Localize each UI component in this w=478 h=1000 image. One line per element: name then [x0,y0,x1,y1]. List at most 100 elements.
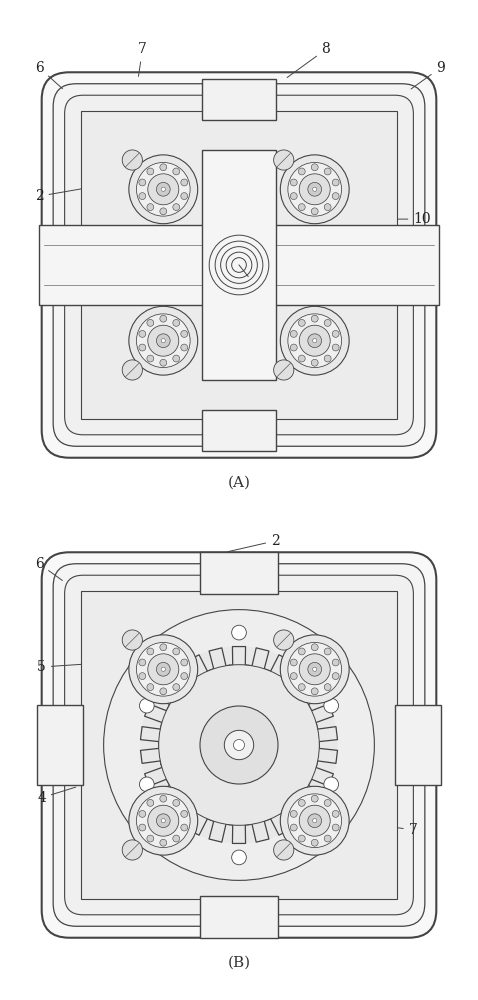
Circle shape [139,179,146,186]
Circle shape [290,810,297,817]
Circle shape [147,799,154,806]
Circle shape [324,168,331,175]
Circle shape [299,805,330,836]
Circle shape [290,824,297,831]
Circle shape [324,648,331,655]
Circle shape [311,644,318,651]
Circle shape [129,155,198,224]
Circle shape [332,659,339,666]
Circle shape [308,814,322,828]
Circle shape [273,630,294,650]
FancyBboxPatch shape [65,95,413,435]
Circle shape [232,850,246,865]
Circle shape [147,204,154,211]
Circle shape [139,659,146,666]
Circle shape [160,359,167,366]
Circle shape [298,355,305,362]
Circle shape [139,824,146,831]
Circle shape [273,150,294,170]
Polygon shape [141,647,337,843]
Circle shape [181,344,188,351]
Circle shape [181,179,188,186]
Text: 6: 6 [35,557,62,580]
Circle shape [139,193,146,200]
Circle shape [311,795,318,802]
Circle shape [141,646,337,844]
Circle shape [129,635,198,704]
Circle shape [181,673,188,680]
Circle shape [139,344,146,351]
Text: 9: 9 [411,61,445,89]
Circle shape [147,355,154,362]
FancyBboxPatch shape [42,552,436,938]
Circle shape [332,673,339,680]
Bar [202,79,276,120]
Circle shape [173,168,180,175]
Circle shape [311,839,318,846]
Circle shape [160,315,167,322]
Circle shape [298,648,305,655]
Circle shape [233,739,245,751]
Text: 4: 4 [37,787,76,805]
Bar [81,111,397,419]
FancyBboxPatch shape [53,84,425,446]
Circle shape [299,654,330,685]
Circle shape [147,835,154,842]
Circle shape [104,610,374,880]
Circle shape [148,325,179,356]
Text: 10: 10 [348,212,431,226]
Circle shape [156,662,170,676]
Circle shape [299,325,330,356]
Circle shape [324,799,331,806]
Bar [200,896,278,938]
Circle shape [148,654,179,685]
Circle shape [148,805,179,836]
Circle shape [173,355,180,362]
Circle shape [273,840,294,860]
Circle shape [161,667,165,671]
Circle shape [324,684,331,691]
Circle shape [298,684,305,691]
FancyBboxPatch shape [53,564,425,926]
Circle shape [313,187,317,191]
Circle shape [311,359,318,366]
Circle shape [332,193,339,200]
Text: 6: 6 [35,61,63,89]
Circle shape [332,330,339,337]
Text: 1: 1 [74,252,131,272]
Circle shape [324,777,338,792]
Circle shape [290,179,297,186]
Bar [81,591,397,899]
Circle shape [311,164,318,171]
Circle shape [136,642,190,696]
Circle shape [139,810,146,817]
Circle shape [181,659,188,666]
Circle shape [147,648,154,655]
Circle shape [181,193,188,200]
Circle shape [159,665,319,825]
FancyBboxPatch shape [42,72,436,458]
Circle shape [173,204,180,211]
Text: 2: 2 [35,187,89,203]
Circle shape [173,684,180,691]
Text: 3: 3 [110,148,222,164]
Circle shape [298,204,305,211]
Bar [202,410,276,451]
Circle shape [173,648,180,655]
Circle shape [308,334,322,348]
Circle shape [311,315,318,322]
Circle shape [273,360,294,380]
Circle shape [200,706,278,784]
Circle shape [298,835,305,842]
Circle shape [280,635,349,704]
Circle shape [156,334,170,348]
Circle shape [299,174,330,205]
Circle shape [313,819,317,823]
Circle shape [311,208,318,215]
Circle shape [173,799,180,806]
Circle shape [280,786,349,855]
Text: 5: 5 [37,660,108,674]
Circle shape [181,810,188,817]
Circle shape [280,155,349,224]
Circle shape [147,319,154,326]
